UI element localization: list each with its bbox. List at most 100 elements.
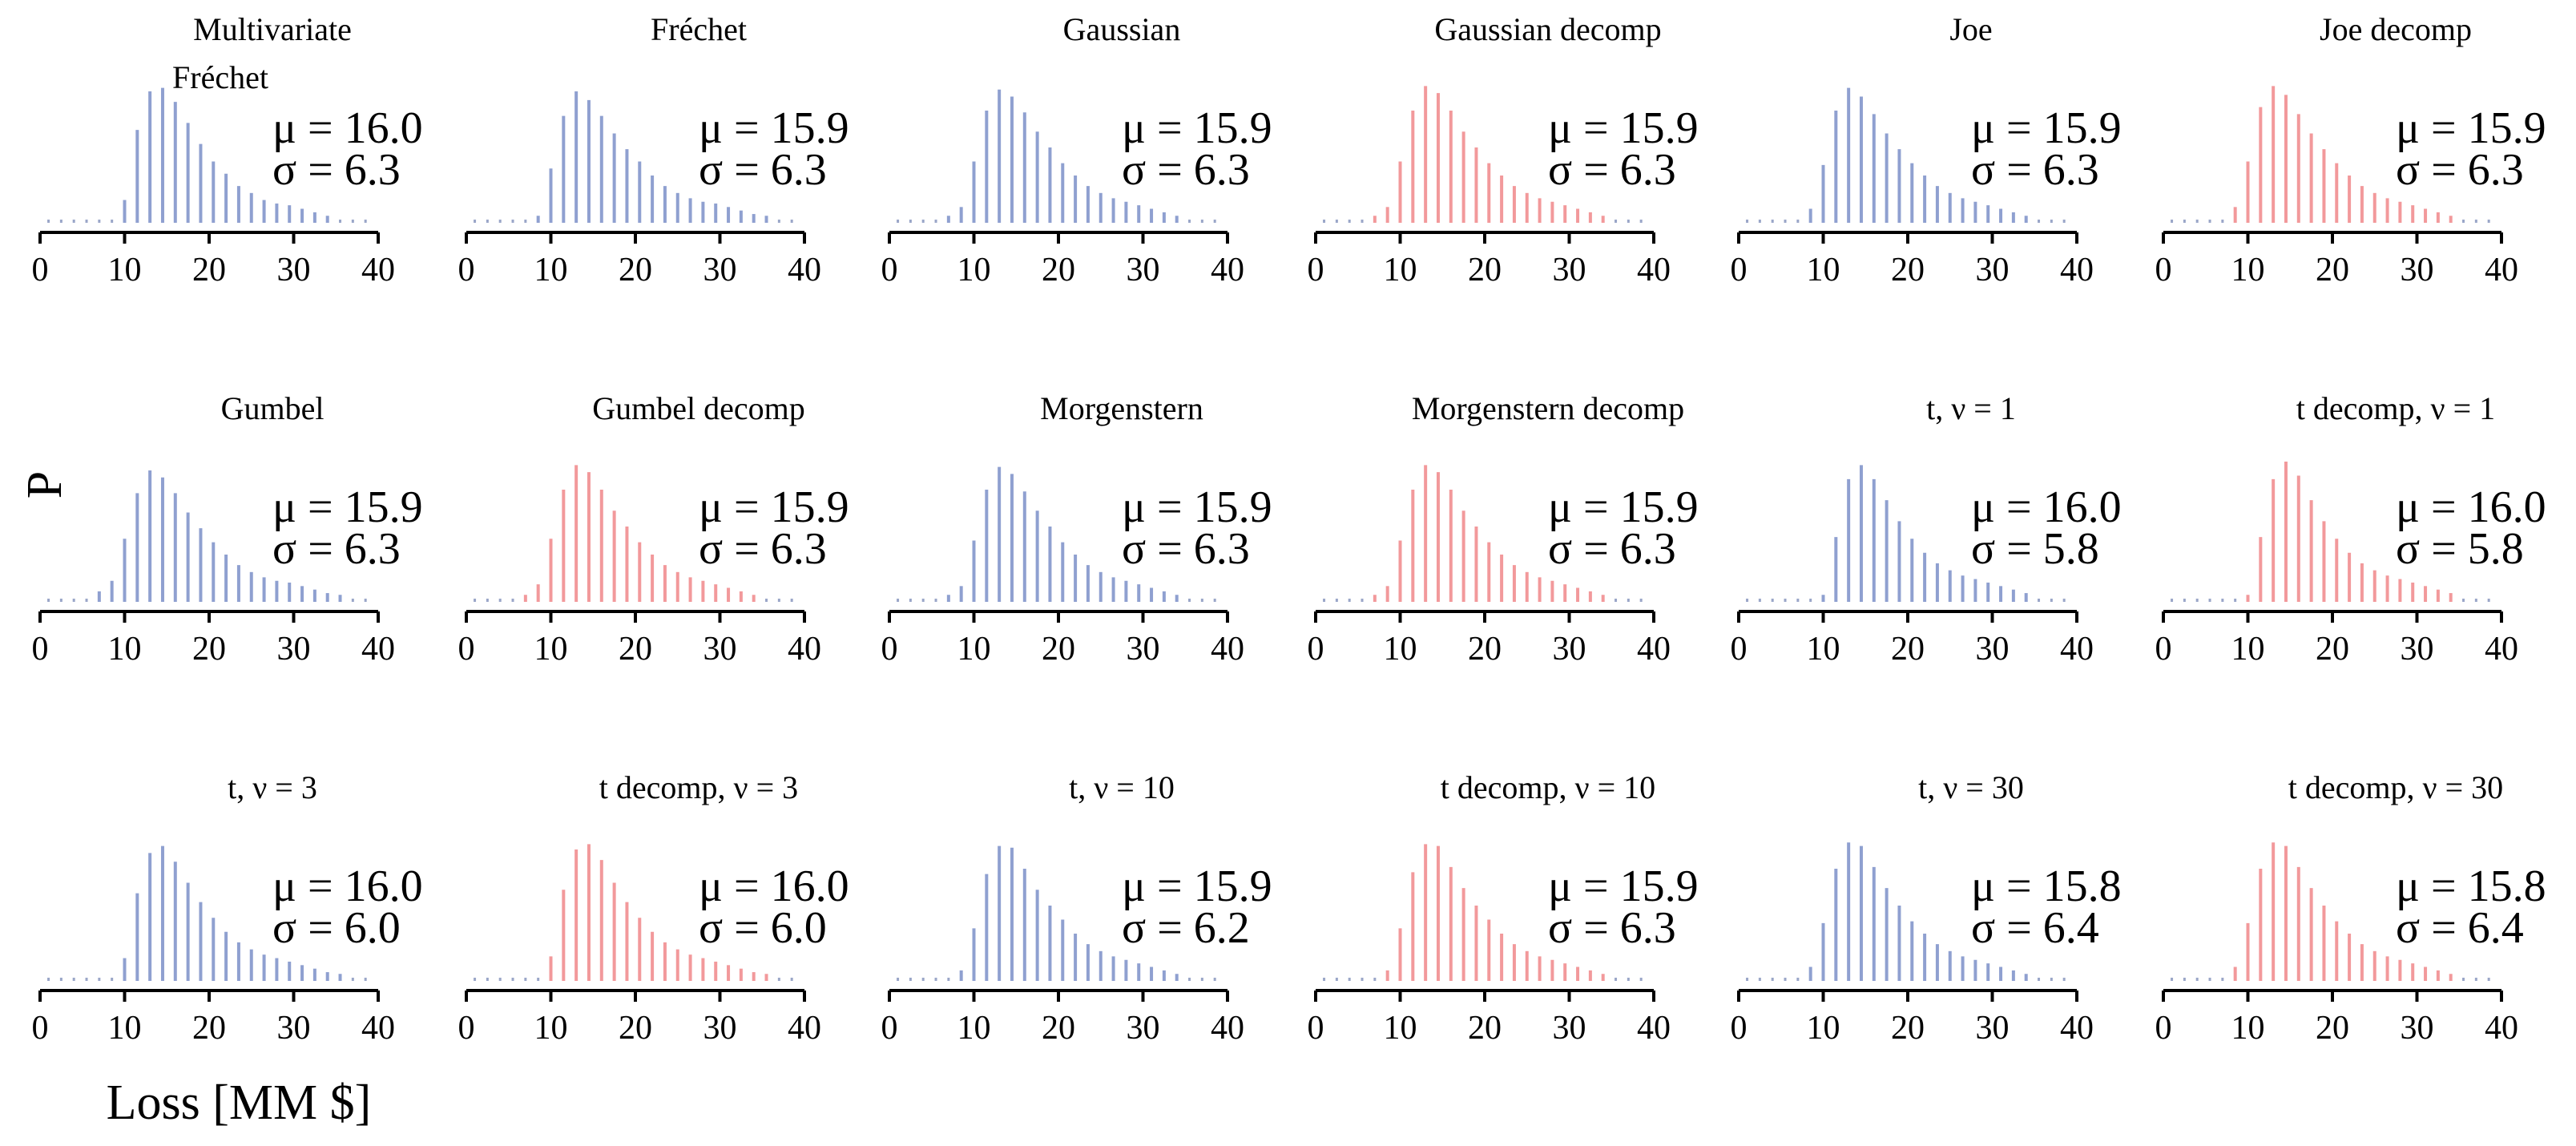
x-tick-label: 30 bbox=[1976, 252, 2010, 289]
y-axis-label: P bbox=[18, 471, 72, 498]
x-tick-label: 0 bbox=[2155, 631, 2172, 668]
chart-panel: Joe 0 10 20 30 40 μ = 15.9σ = 6.3 bbox=[1731, 11, 2122, 289]
x-tick-label: 40 bbox=[788, 252, 821, 289]
x-tick-label: 10 bbox=[108, 252, 142, 289]
x-tick-label: 20 bbox=[2316, 631, 2349, 668]
mean-label: μ = 15.9 bbox=[1122, 482, 1272, 532]
chart-panel: Multivariate Fréchet 0 10 20 30 40 μ = 16.0σ = … bbox=[32, 11, 423, 289]
mean-label: μ = 15.9 bbox=[1548, 103, 1699, 153]
x-tick-label: 20 bbox=[192, 631, 226, 668]
x-tick-label: 40 bbox=[1637, 631, 1671, 668]
mean-label: μ = 15.9 bbox=[1548, 482, 1699, 532]
x-tick-label: 30 bbox=[703, 252, 737, 289]
panel-title: Gaussian decomp bbox=[1434, 11, 1661, 47]
chart-panel: t decomp, ν = 30 0 10 20 30 40 μ = 15.8σ = 6.4 bbox=[2155, 769, 2546, 1047]
panel-title: Morgenstern decomp bbox=[1412, 390, 1684, 426]
x-tick-label: 0 bbox=[881, 252, 898, 289]
x-tick-label: 0 bbox=[458, 631, 475, 668]
x-tick-label: 10 bbox=[1384, 1010, 1417, 1047]
std-label: σ = 6.3 bbox=[272, 145, 401, 195]
x-tick-label: 30 bbox=[1127, 252, 1160, 289]
x-tick-label: 10 bbox=[2231, 631, 2265, 668]
panel-title: t decomp, ν = 10 bbox=[1441, 769, 1655, 805]
chart-panel: t decomp, ν = 1 0 10 20 30 40 μ = 16.0σ = 5.8 bbox=[2155, 390, 2546, 668]
chart-panel: t, ν = 30 0 10 20 30 40 μ = 15.8σ = 6.4 bbox=[1731, 769, 2122, 1047]
x-tick-label: 30 bbox=[1127, 631, 1160, 668]
panel-title: t, ν = 30 bbox=[1918, 769, 2024, 805]
x-tick-label: 40 bbox=[1637, 252, 1671, 289]
mean-label: μ = 15.9 bbox=[1122, 862, 1272, 911]
x-tick-label: 40 bbox=[361, 631, 395, 668]
std-label: σ = 6.0 bbox=[272, 903, 401, 953]
mean-label: μ = 15.8 bbox=[1971, 862, 2122, 911]
panel-title: Joe bbox=[1949, 11, 1992, 47]
mean-label: μ = 15.9 bbox=[699, 482, 849, 532]
x-tick-label: 10 bbox=[957, 1010, 991, 1047]
x-tick-label: 40 bbox=[361, 1010, 395, 1047]
x-tick-label: 20 bbox=[1042, 631, 1075, 668]
std-label: σ = 6.3 bbox=[699, 524, 827, 574]
x-tick-label: 20 bbox=[1042, 252, 1075, 289]
x-tick-label: 0 bbox=[1731, 1010, 1748, 1047]
x-tick-label: 20 bbox=[2316, 252, 2349, 289]
std-label: σ = 6.3 bbox=[272, 524, 401, 574]
x-tick-label: 10 bbox=[2231, 1010, 2265, 1047]
panel-title: Fréchet bbox=[172, 59, 268, 95]
std-label: σ = 6.2 bbox=[1122, 903, 1250, 953]
chart-panel: t decomp, ν = 10 0 10 20 30 40 μ = 15.9σ = 6.3 bbox=[1308, 769, 1699, 1047]
x-tick-label: 10 bbox=[534, 1010, 568, 1047]
x-tick-label: 20 bbox=[1042, 1010, 1075, 1047]
x-tick-label: 40 bbox=[2060, 252, 2094, 289]
x-tick-label: 0 bbox=[1308, 252, 1324, 289]
x-tick-label: 20 bbox=[1468, 252, 1502, 289]
std-label: σ = 6.0 bbox=[699, 903, 827, 953]
chart-panel: Fréchet 0 10 20 30 40 μ = 15.9σ = 6.3 bbox=[458, 11, 849, 289]
x-tick-label: 20 bbox=[619, 252, 652, 289]
x-tick-label: 40 bbox=[2060, 1010, 2094, 1047]
x-tick-label: 40 bbox=[2060, 631, 2094, 668]
chart-panel: t, ν = 3 0 10 20 30 40 μ = 16.0σ = 6.0 bbox=[32, 769, 423, 1047]
panel-title: Gaussian bbox=[1063, 11, 1181, 47]
panel-title: Fréchet bbox=[651, 11, 747, 47]
chart-panel: t, ν = 10 0 10 20 30 40 μ = 15.9σ = 6.2 bbox=[881, 769, 1272, 1047]
x-tick-label: 0 bbox=[1308, 1010, 1324, 1047]
x-tick-label: 30 bbox=[2401, 1010, 2434, 1047]
x-tick-label: 0 bbox=[458, 252, 475, 289]
x-tick-label: 0 bbox=[1308, 631, 1324, 668]
x-tick-label: 30 bbox=[2401, 631, 2434, 668]
x-tick-label: 30 bbox=[277, 631, 311, 668]
x-tick-label: 0 bbox=[458, 1010, 475, 1047]
chart-panel: t, ν = 1 0 10 20 30 40 μ = 16.0σ = 5.8 bbox=[1731, 390, 2122, 668]
x-tick-label: 10 bbox=[1807, 1010, 1840, 1047]
x-tick-label: 40 bbox=[2485, 631, 2518, 668]
panel-title: t, ν = 3 bbox=[228, 769, 317, 805]
mean-label: μ = 15.9 bbox=[272, 482, 423, 532]
chart-panel: Morgenstern 0 10 20 30 40 μ = 15.9σ = 6.3 bbox=[881, 390, 1272, 668]
panel-title: t decomp, ν = 3 bbox=[599, 769, 798, 805]
x-tick-label: 0 bbox=[32, 1010, 49, 1047]
mean-label: μ = 15.8 bbox=[2396, 862, 2546, 911]
panel-title: Morgenstern bbox=[1040, 390, 1203, 426]
panel-title: t decomp, ν = 1 bbox=[2296, 390, 2495, 426]
x-tick-label: 30 bbox=[1553, 252, 1586, 289]
std-label: σ = 6.4 bbox=[2396, 903, 2524, 953]
x-tick-label: 40 bbox=[1211, 1010, 1244, 1047]
mean-label: μ = 15.9 bbox=[1548, 862, 1699, 911]
std-label: σ = 6.3 bbox=[1548, 903, 1676, 953]
chart-panel: Gaussian 0 10 20 30 40 μ = 15.9σ = 6.3 bbox=[881, 11, 1272, 289]
mean-label: μ = 16.0 bbox=[272, 103, 423, 153]
x-tick-label: 40 bbox=[788, 631, 821, 668]
x-tick-label: 30 bbox=[703, 1010, 737, 1047]
std-label: σ = 5.8 bbox=[2396, 524, 2524, 574]
chart-panel: t decomp, ν = 3 0 10 20 30 40 μ = 16.0σ = 6.0 bbox=[458, 769, 849, 1047]
panel-title: Gumbel decomp bbox=[592, 390, 805, 426]
x-tick-label: 40 bbox=[2485, 1010, 2518, 1047]
mean-label: μ = 15.9 bbox=[1971, 103, 2122, 153]
panel-title: t decomp, ν = 30 bbox=[2288, 769, 2503, 805]
x-tick-label: 40 bbox=[1211, 631, 1244, 668]
x-tick-label: 0 bbox=[1731, 631, 1748, 668]
chart-panel: Gaussian decomp 0 10 20 30 40 μ = 15.9σ = 6.3 bbox=[1308, 11, 1699, 289]
x-tick-label: 0 bbox=[32, 631, 49, 668]
